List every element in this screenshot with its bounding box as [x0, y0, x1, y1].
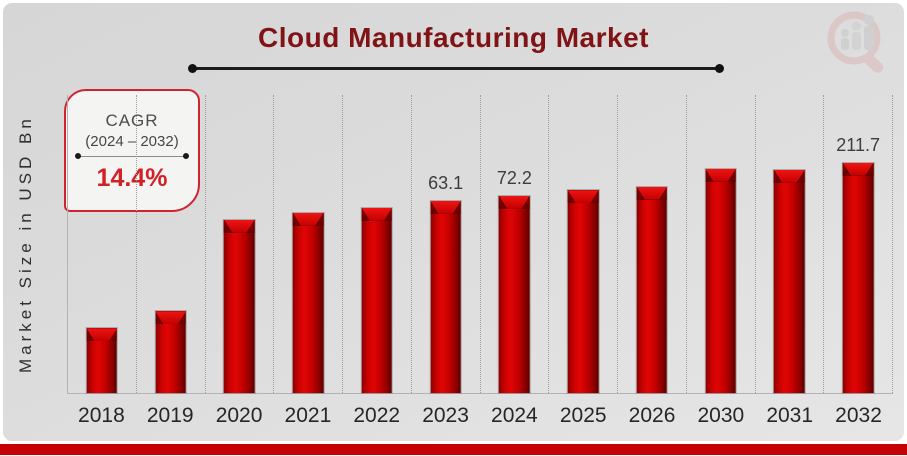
x-tick-2021: 2021	[284, 404, 332, 427]
x-tick-2019: 2019	[146, 404, 194, 427]
chart-column-2020	[206, 95, 275, 393]
bar-top-bevel	[155, 311, 186, 325]
x-tick-2018: 2018	[78, 404, 125, 427]
bar-2021	[292, 212, 324, 393]
bar-top-bevel	[567, 190, 599, 204]
bar-top-bevel	[361, 207, 393, 221]
cagr-value: 14.4%	[96, 163, 168, 192]
x-tick-2020: 2020	[215, 404, 263, 427]
bar-2022	[361, 207, 393, 393]
chart-column-2022	[343, 95, 412, 393]
chart-column-2019	[137, 95, 206, 393]
market-research-future-logo-icon	[827, 11, 884, 73]
bar-2019	[155, 311, 186, 393]
chart-column-2021	[274, 95, 343, 393]
bar-top-bevel	[86, 328, 118, 342]
title-underline	[188, 64, 724, 73]
bar-top-bevel	[842, 162, 874, 176]
bar-2031	[774, 169, 805, 393]
cagr-divider	[75, 153, 189, 159]
bar-2020	[224, 219, 255, 393]
x-tick-2026: 2026	[628, 404, 676, 427]
bar-2023	[430, 200, 461, 393]
chart-column-2031	[756, 95, 825, 393]
x-tick-2025: 2025	[559, 404, 607, 427]
x-axis-labels: 2018 2019 2020 2021 2022 2023 2024 2025 2026 2030…	[67, 404, 893, 428]
chart-column-2030	[687, 95, 756, 393]
bottom-accent-strip	[0, 444, 907, 455]
bar-top-bevel	[499, 195, 530, 209]
bar-top-bevel	[430, 200, 461, 214]
bar-value-label-2023: 63.1	[428, 172, 464, 193]
bar-top-bevel	[224, 219, 255, 233]
bar-top-bevel	[636, 186, 668, 200]
y-axis-title: Market Size in USD Bn	[16, 115, 35, 373]
chart-column-2024: 72.2	[481, 95, 550, 393]
bar-2026	[636, 186, 668, 393]
chart-title: Cloud Manufacturing Market	[257, 22, 649, 53]
x-tick-2023: 2023	[422, 404, 469, 427]
chart-column-2018	[68, 95, 137, 393]
bar-value-label-2032: 211.7	[836, 134, 880, 155]
x-tick-2024: 2024	[491, 404, 538, 427]
x-tick-2030: 2030	[697, 404, 745, 427]
bar-2025	[567, 190, 599, 393]
bar-2030	[705, 168, 736, 393]
bar-2018	[86, 328, 118, 393]
plot-area: 63.1 72.2 211.7	[67, 95, 893, 394]
bar-top-bevel	[292, 212, 324, 226]
chart-column-2026	[618, 95, 687, 393]
x-tick-2032: 2032	[835, 404, 882, 427]
bar-2024	[499, 195, 530, 393]
bar-top-bevel	[705, 168, 736, 182]
cagr-callout: CAGR (2024 – 2032) 14.4%	[64, 89, 200, 212]
chart-column-2023: 63.1	[412, 95, 481, 393]
x-tick-2022: 2022	[353, 404, 401, 427]
chart-column-2025	[549, 95, 618, 393]
cagr-period: (2024 – 2032)	[85, 132, 179, 150]
bar-top-bevel	[774, 169, 805, 183]
bar-value-label-2024: 72.2	[496, 167, 532, 188]
x-tick-2031: 2031	[766, 404, 814, 427]
chart-column-2032: 211.7	[824, 95, 893, 393]
cagr-heading: CAGR	[105, 110, 159, 130]
bar-2032	[842, 162, 874, 393]
